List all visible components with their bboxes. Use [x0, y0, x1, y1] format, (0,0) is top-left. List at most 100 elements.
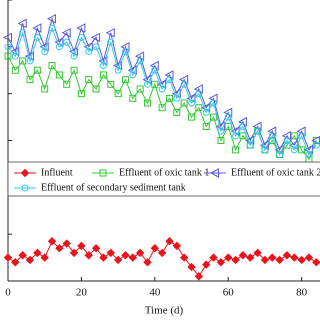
point [232, 146, 240, 154]
x-tick-label: 20 [76, 287, 88, 299]
point [143, 99, 151, 107]
point [180, 99, 188, 107]
point [33, 248, 42, 258]
point [4, 52, 12, 60]
point [41, 48, 49, 56]
point [202, 260, 211, 269]
legend-label: Effluent of oxic tank 1 [119, 167, 209, 178]
point [210, 99, 218, 107]
point [63, 80, 71, 88]
x-tick-label: 0 [5, 287, 11, 299]
point [77, 90, 85, 98]
point [61, 27, 71, 38]
series [2, 13, 320, 155]
series-line [7, 26, 317, 156]
point [70, 52, 78, 60]
point [114, 66, 122, 74]
point [40, 253, 49, 262]
point [290, 132, 298, 140]
point [11, 66, 19, 74]
point [188, 113, 196, 121]
point [268, 253, 277, 262]
point [33, 33, 41, 41]
point [188, 99, 196, 107]
point [121, 48, 129, 56]
series [4, 24, 320, 159]
point [275, 255, 284, 265]
series [4, 52, 320, 163]
point [113, 255, 123, 265]
point [41, 85, 49, 93]
point [194, 272, 204, 281]
point [19, 57, 27, 65]
point [136, 57, 144, 65]
point [48, 62, 56, 70]
point [3, 253, 13, 262]
series [3, 236, 320, 281]
point [238, 251, 248, 260]
point [48, 24, 56, 32]
point [92, 85, 100, 93]
point [210, 113, 218, 121]
legend-marker [209, 168, 219, 178]
point [121, 251, 130, 260]
point [261, 146, 269, 154]
point [32, 23, 42, 33]
point [55, 71, 63, 79]
point [187, 262, 196, 272]
point [232, 132, 240, 140]
point [62, 239, 71, 248]
point [143, 80, 151, 88]
point [298, 132, 306, 140]
point [224, 113, 232, 121]
legend: Influent Effluent of oxic tank 1 Effluent … [7, 161, 320, 197]
point [106, 248, 115, 258]
point [290, 146, 298, 154]
point [91, 32, 101, 43]
point [26, 76, 34, 84]
point [128, 253, 138, 262]
point [136, 85, 144, 93]
point [282, 251, 292, 260]
point [85, 48, 93, 56]
point [173, 94, 181, 102]
point [99, 71, 107, 79]
series-line [7, 16, 317, 152]
point [231, 255, 240, 265]
x-axis-label: Time (d) [145, 305, 184, 317]
point [105, 27, 115, 38]
legend-label: Effluent of oxic tank 2 [231, 167, 320, 178]
point [297, 255, 306, 265]
point [283, 137, 291, 144]
point [55, 43, 63, 51]
point [11, 258, 20, 267]
point [11, 52, 19, 60]
point [254, 127, 262, 135]
point [63, 38, 71, 46]
legend-marker [20, 168, 30, 178]
x-tick-label: 40 [149, 287, 161, 299]
point [224, 253, 233, 262]
point [17, 18, 27, 29]
point [276, 151, 284, 159]
point [202, 108, 210, 116]
legend-box [7, 161, 320, 197]
point [239, 132, 247, 140]
legend-marker [21, 184, 29, 192]
point [92, 43, 100, 51]
point [99, 62, 107, 70]
point [290, 253, 299, 262]
point [77, 241, 86, 251]
x-tick-label: 80 [296, 287, 308, 299]
point [129, 71, 137, 79]
point [216, 258, 226, 267]
point [33, 66, 41, 74]
point [55, 244, 64, 253]
point [46, 13, 57, 24]
point [165, 236, 174, 246]
point [157, 248, 167, 258]
point [166, 76, 174, 84]
point [173, 108, 181, 116]
legend-label: Influent [41, 167, 73, 178]
